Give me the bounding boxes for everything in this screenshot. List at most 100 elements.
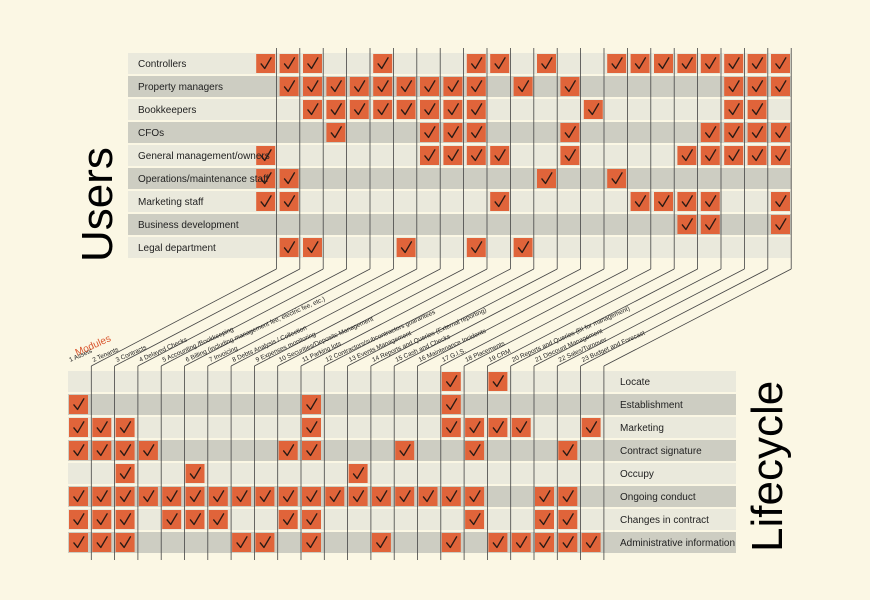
check-icon (377, 103, 389, 116)
check-cell (466, 238, 486, 257)
check-icon (143, 490, 155, 503)
check-icon (354, 103, 366, 116)
lifecycle-row-bg (68, 371, 736, 392)
check-cell (466, 123, 486, 142)
lifecycle-check (511, 533, 531, 552)
check-cell (700, 215, 720, 234)
user-check (303, 238, 322, 257)
user-check (537, 54, 556, 73)
lifecycle-check (69, 487, 88, 506)
lifecycle-check (558, 533, 578, 552)
check-cell (488, 418, 508, 437)
lifecycle-check (138, 487, 158, 506)
check-icon (400, 241, 413, 254)
user-check (256, 54, 276, 73)
check-cell (303, 77, 322, 96)
user-check (560, 123, 580, 142)
lifecycle-check (278, 441, 298, 460)
check-icon (446, 536, 458, 549)
check-cell (511, 533, 531, 552)
check-cell (513, 77, 533, 96)
user-check (724, 146, 744, 165)
lifecycle-check (115, 510, 135, 529)
check-icon (352, 490, 365, 503)
check-icon (515, 536, 528, 549)
check-cell (371, 487, 391, 506)
check-cell (325, 487, 345, 506)
check-icon (728, 80, 740, 93)
user-check (420, 146, 439, 165)
user-row-label: General management/owners (138, 151, 270, 162)
module-connector-line (161, 268, 347, 367)
user-check (443, 146, 463, 165)
user-check (303, 54, 322, 73)
lifecycle-check (162, 510, 182, 529)
check-icon (213, 513, 225, 526)
lifecycle-row-label: Occupy (620, 469, 654, 480)
check-icon (539, 536, 551, 549)
check-cell (558, 510, 578, 529)
check-cell (373, 54, 393, 73)
check-icon (73, 444, 85, 457)
check-icon (517, 80, 530, 93)
check-cell (747, 54, 767, 73)
check-icon (634, 57, 647, 70)
lifecycle-check (395, 441, 415, 460)
user-check (560, 146, 580, 165)
lifecycle-check (232, 487, 252, 506)
check-cell (302, 533, 321, 552)
user-check (420, 100, 439, 119)
check-cell (443, 77, 463, 96)
lifecycle-check (185, 464, 205, 483)
check-icon (73, 398, 85, 411)
check-icon (611, 57, 623, 70)
check-icon (564, 126, 576, 139)
check-icon (307, 103, 319, 116)
user-row-bg (128, 214, 792, 235)
check-icon (751, 103, 764, 116)
check-icon (775, 57, 787, 70)
check-icon (585, 536, 598, 549)
user-row-label: CFOs (138, 128, 164, 139)
check-cell (771, 146, 790, 165)
check-icon (424, 103, 436, 116)
check-icon (564, 149, 576, 162)
user-check (373, 100, 393, 119)
user-check (349, 77, 369, 96)
check-icon (517, 241, 530, 254)
module-connector-line (533, 268, 722, 367)
lifecycle-check (581, 418, 601, 437)
lifecycle-check (302, 395, 321, 414)
check-cell (677, 54, 697, 73)
check-icon (330, 80, 342, 93)
check-cell (115, 510, 135, 529)
check-icon (447, 80, 459, 93)
user-check (630, 54, 650, 73)
check-icon (307, 80, 319, 93)
user-check (654, 54, 673, 73)
check-cell (747, 77, 767, 96)
check-cell (630, 54, 650, 73)
check-cell (302, 441, 321, 460)
check-cell (558, 487, 578, 506)
lifecycle-check (558, 510, 578, 529)
check-icon (469, 421, 481, 434)
module-connector-line (347, 268, 534, 367)
user-check (677, 192, 697, 211)
check-icon (283, 241, 296, 254)
module-connector-line (137, 268, 324, 367)
check-cell (279, 192, 299, 211)
user-check (490, 54, 510, 73)
user-check (771, 54, 790, 73)
lifecycle-check (395, 487, 415, 506)
check-icon (236, 490, 248, 503)
check-cell (700, 146, 720, 165)
lifecycle-check (441, 487, 461, 506)
check-cell (326, 123, 346, 142)
lifecycle-check (69, 441, 88, 460)
check-icon (259, 536, 271, 549)
check-icon (705, 195, 717, 208)
check-cell (420, 146, 439, 165)
lifecycle-row-bg (68, 394, 736, 415)
check-cell (302, 510, 321, 529)
